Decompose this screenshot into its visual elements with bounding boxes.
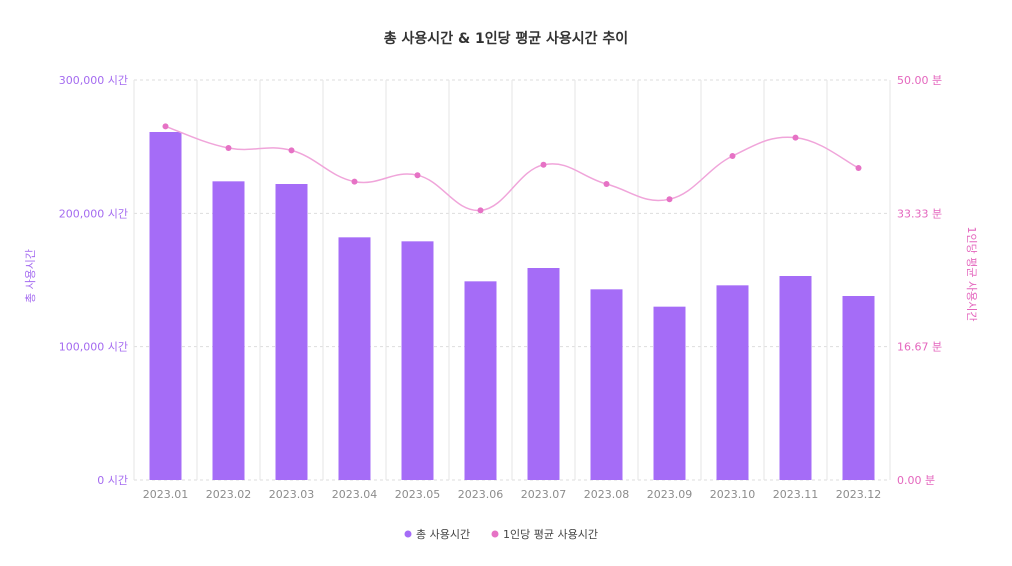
y-tick-right: 33.33 분 — [897, 207, 942, 220]
legend: 총 사용시간 1인당 평균 사용시간 — [404, 528, 598, 541]
bar-total-usage[interactable] — [401, 241, 434, 480]
x-tick: 2023.05 — [395, 488, 441, 501]
legend-label-line[interactable]: 1인당 평균 사용시간 — [503, 528, 598, 541]
y-axis-right-title: 1인당 평균 사용시간 — [965, 227, 978, 322]
y-axis-left-title: 총 사용시간 — [24, 249, 37, 303]
bar-total-usage[interactable] — [842, 296, 875, 480]
legend-label-bar[interactable]: 총 사용시간 — [416, 528, 470, 541]
x-tick: 2023.07 — [521, 488, 567, 501]
point-avg-usage[interactable] — [729, 153, 736, 159]
y-tick-left: 300,000 시간 — [59, 74, 128, 87]
bar-total-usage[interactable] — [590, 289, 623, 480]
x-tick: 2023.08 — [584, 488, 630, 501]
y-tick-left: 0 시간 — [97, 474, 128, 487]
bar-total-usage[interactable] — [212, 181, 245, 481]
x-tick: 2023.10 — [710, 488, 756, 501]
x-tick: 2023.09 — [647, 488, 693, 501]
point-avg-usage[interactable] — [540, 161, 547, 168]
point-avg-usage[interactable] — [855, 165, 862, 171]
line-layer — [162, 123, 862, 214]
chart-title: 총 사용시간 & 1인당 평균 사용시간 추이 — [384, 30, 628, 47]
bar-total-usage[interactable] — [527, 268, 560, 480]
x-tick: 2023.12 — [836, 488, 882, 501]
x-tick: 2023.06 — [458, 488, 504, 501]
bar-total-usage[interactable] — [464, 281, 497, 480]
point-avg-usage[interactable] — [792, 134, 799, 141]
x-tick: 2023.02 — [206, 488, 252, 501]
x-tick: 2023.03 — [269, 488, 315, 501]
point-avg-usage[interactable] — [603, 181, 610, 187]
legend-marker-line — [491, 530, 499, 538]
tick-layer: 0 시간 100,000 시간 200,000 시간 300,000 시간 0.00 분… — [59, 74, 942, 501]
grid-layer — [133, 79, 891, 481]
point-avg-usage[interactable] — [162, 123, 169, 130]
point-avg-usage[interactable] — [225, 145, 232, 151]
bar-total-usage[interactable] — [149, 132, 182, 480]
bar-total-usage[interactable] — [653, 306, 686, 480]
bar-layer — [149, 132, 875, 481]
bar-total-usage[interactable] — [716, 285, 749, 480]
point-avg-usage[interactable] — [351, 178, 358, 185]
point-avg-usage[interactable] — [477, 207, 484, 214]
legend-marker-bar — [404, 530, 412, 538]
bar-total-usage[interactable] — [275, 184, 308, 480]
point-avg-usage[interactable] — [288, 147, 295, 154]
y-tick-left: 100,000 시간 — [59, 341, 128, 354]
y-tick-right: 0.00 분 — [897, 474, 935, 487]
x-tick: 2023.11 — [773, 488, 819, 501]
x-tick: 2023.04 — [332, 488, 378, 501]
point-avg-usage[interactable] — [414, 172, 421, 179]
x-tick: 2023.01 — [143, 488, 189, 501]
bar-total-usage[interactable] — [338, 237, 371, 480]
y-tick-right: 50.00 분 — [897, 74, 942, 87]
y-tick-right: 16.67 분 — [897, 341, 942, 354]
bar-total-usage[interactable] — [779, 276, 812, 480]
y-tick-left: 200,000 시간 — [59, 207, 128, 220]
point-avg-usage[interactable] — [666, 196, 673, 203]
